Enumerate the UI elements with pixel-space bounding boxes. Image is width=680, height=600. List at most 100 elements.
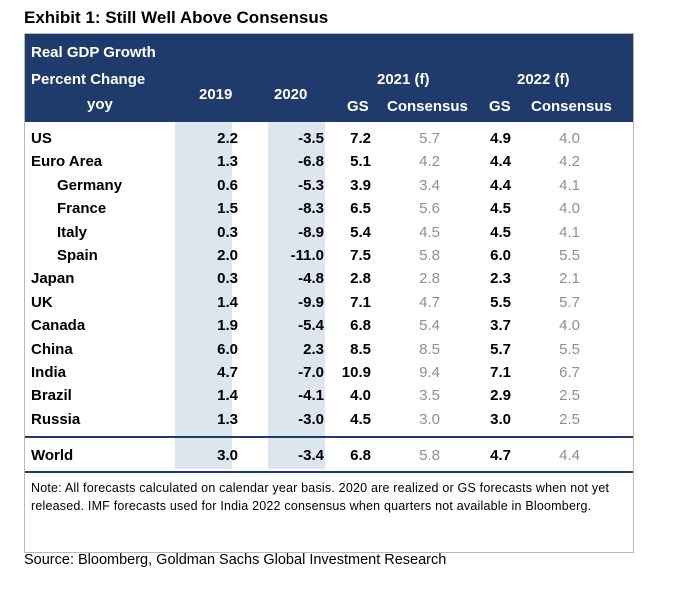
cell-gs-2022: 7.1 xyxy=(490,364,511,381)
cell-consensus-2021: 2.8 xyxy=(419,270,440,288)
cell-consensus-2021: 9.4 xyxy=(419,364,440,381)
cell-consensus-2022: 6.7 xyxy=(559,364,580,381)
row-name: India xyxy=(31,364,67,381)
header-consensus-2022: Consensus xyxy=(531,98,612,115)
world-divider xyxy=(25,436,633,438)
cell-consensus-2022: 4.1 xyxy=(559,176,580,194)
table-note: Note: All forecasts calculated on calend… xyxy=(31,481,610,513)
table-row: France 1.5 -8.3 6.5 5.6 4.5 4.0 xyxy=(25,197,633,220)
cell-gs-2021: 6.8 xyxy=(350,447,371,464)
cell-2019: 0.3 xyxy=(217,270,238,288)
cell-2019: 2.2 xyxy=(217,130,238,147)
cell-gs-2021: 2.8 xyxy=(350,270,371,288)
cell-2020: -5.3 xyxy=(298,176,324,194)
cell-2019: 1.4 xyxy=(217,387,238,405)
cell-consensus-2021: 3.5 xyxy=(419,387,440,405)
cell-gs-2021: 7.5 xyxy=(350,247,371,264)
cell-consensus-2021: 4.5 xyxy=(419,223,440,241)
cell-consensus-2022: 5.5 xyxy=(559,340,580,358)
cell-2019: 1.3 xyxy=(217,153,238,171)
header-label-line3: yoy xyxy=(87,96,113,113)
cell-consensus-2022: 2.5 xyxy=(559,410,580,428)
cell-gs-2022: 4.5 xyxy=(490,223,511,241)
header-gs-2022: GS xyxy=(489,98,511,115)
cell-2019: 1.3 xyxy=(217,410,238,428)
row-name: US xyxy=(31,130,52,147)
cell-gs-2022: 2.3 xyxy=(490,270,511,288)
table-header: Real GDP Growth Percent Change yoy 2019 … xyxy=(25,34,633,122)
row-name: Brazil xyxy=(31,387,72,405)
cell-gs-2022: 4.4 xyxy=(490,176,511,194)
cell-consensus-2021: 5.4 xyxy=(419,317,440,335)
gdp-table: Real GDP Growth Percent Change yoy 2019 … xyxy=(24,33,634,553)
table-row: China 6.0 2.3 8.5 8.5 5.7 5.5 xyxy=(25,338,633,361)
row-name: France xyxy=(57,200,107,218)
cell-gs-2022: 4.4 xyxy=(490,153,511,171)
table-row: Japan 0.3 -4.8 2.8 2.8 2.3 2.1 xyxy=(25,267,633,290)
cell-consensus-2021: 4.2 xyxy=(419,153,440,171)
cell-2019: 4.7 xyxy=(217,364,238,381)
cell-2020: -11.0 xyxy=(290,247,324,264)
header-2019: 2019 xyxy=(199,86,233,103)
cell-consensus-2022: 2.5 xyxy=(559,387,580,405)
table-row: India 4.7 -7.0 10.9 9.4 7.1 6.7 xyxy=(25,361,633,384)
cell-gs-2021: 7.2 xyxy=(350,130,371,147)
table-row: Canada 1.9 -5.4 6.8 5.4 3.7 4.0 xyxy=(25,314,633,337)
table-row: US 2.2 -3.5 7.2 5.7 4.9 4.0 xyxy=(25,127,633,150)
cell-2019: 2.0 xyxy=(217,247,238,264)
cell-2019: 3.0 xyxy=(217,447,238,464)
cell-2020: -5.4 xyxy=(298,317,324,335)
cell-2020: -8.9 xyxy=(298,223,324,241)
cell-2020: -3.0 xyxy=(298,410,324,428)
row-name: China xyxy=(31,340,73,358)
cell-consensus-2021: 3.0 xyxy=(419,410,440,428)
row-name: UK xyxy=(31,293,53,311)
cell-2020: -3.5 xyxy=(298,130,324,147)
cell-gs-2022: 5.7 xyxy=(490,340,511,358)
cell-gs-2021: 6.8 xyxy=(350,317,371,335)
cell-2020: -3.4 xyxy=(298,447,324,464)
header-2022-group: 2022 (f) xyxy=(517,71,570,88)
cell-consensus-2021: 4.7 xyxy=(419,293,440,311)
cell-gs-2022: 5.5 xyxy=(490,293,511,311)
cell-consensus-2021: 3.4 xyxy=(419,176,440,194)
cell-gs-2021: 3.9 xyxy=(350,176,371,194)
cell-2020: 2.3 xyxy=(303,340,324,358)
cell-2020: -8.3 xyxy=(298,200,324,218)
cell-gs-2022: 3.0 xyxy=(490,410,511,428)
cell-consensus-2021: 8.5 xyxy=(419,340,440,358)
band-2019 xyxy=(175,122,232,469)
exhibit-title: Exhibit 1: Still Well Above Consensus xyxy=(24,8,329,27)
cell-gs-2022: 3.7 xyxy=(490,317,511,335)
cell-gs-2021: 8.5 xyxy=(350,340,371,358)
bottom-rule xyxy=(25,471,633,473)
cell-consensus-2022: 5.5 xyxy=(559,247,580,264)
cell-consensus-2022: 4.1 xyxy=(559,223,580,241)
cell-2020: -9.9 xyxy=(298,293,324,311)
cell-consensus-2021: 5.6 xyxy=(419,200,440,218)
cell-gs-2021: 5.4 xyxy=(350,223,371,241)
cell-2019: 0.3 xyxy=(217,223,238,241)
cell-2020: -4.1 xyxy=(298,387,324,405)
cell-2019: 6.0 xyxy=(217,340,238,358)
table-row: Brazil 1.4 -4.1 4.0 3.5 2.9 2.5 xyxy=(25,384,633,407)
cell-gs-2022: 4.7 xyxy=(490,447,511,464)
table-row: UK 1.4 -9.9 7.1 4.7 5.5 5.7 xyxy=(25,291,633,314)
header-label-line1: Real GDP Growth xyxy=(31,44,156,61)
header-2020: 2020 xyxy=(274,86,308,103)
cell-gs-2021: 7.1 xyxy=(350,293,371,311)
table-row: Germany 0.6 -5.3 3.9 3.4 4.4 4.1 xyxy=(25,174,633,197)
cell-gs-2021: 10.9 xyxy=(341,364,371,381)
cell-consensus-2022: 4.0 xyxy=(559,130,580,147)
cell-2020: -4.8 xyxy=(298,270,324,288)
source-line: Source: Bloomberg, Goldman Sachs Global … xyxy=(24,552,447,568)
cell-2019: 0.6 xyxy=(217,176,238,194)
row-name: Canada xyxy=(31,317,86,335)
cell-2019: 1.9 xyxy=(217,317,238,335)
cell-consensus-2022: 4.4 xyxy=(559,447,580,464)
cell-2020: -6.8 xyxy=(298,153,324,171)
cell-gs-2021: 5.1 xyxy=(350,153,371,171)
row-name: Spain xyxy=(57,247,98,264)
header-2021-group: 2021 (f) xyxy=(377,71,430,88)
cell-consensus-2022: 4.2 xyxy=(559,153,580,171)
